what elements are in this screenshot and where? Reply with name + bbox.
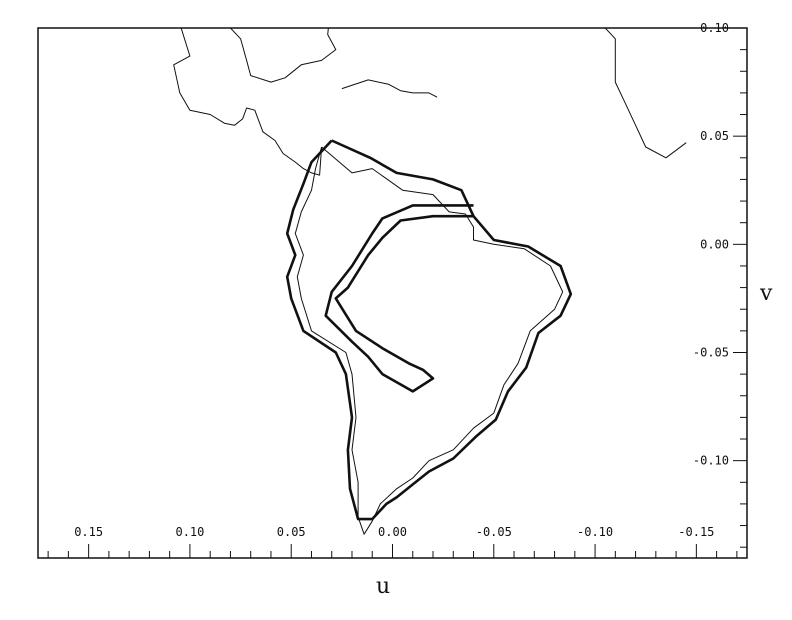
tick-marks	[47, 27, 747, 558]
x-tick-label: -0.10	[577, 525, 613, 539]
outline-thick-outer-contour	[285, 139, 573, 521]
x-tick-label: 0.15	[74, 525, 103, 539]
x-tick-label: 0.05	[277, 525, 306, 539]
map-layer	[173, 28, 687, 535]
x-tick-labels: 0.15 0.10 0.05 0.00 -0.05 -0.10 -0.15	[74, 525, 714, 539]
coastline-gulf-of-mexico-and-florida	[229, 28, 337, 83]
x-tick-label: 0.10	[175, 525, 204, 539]
x-tick-label: -0.05	[476, 525, 512, 539]
y-tick-label: -0.10	[693, 454, 729, 468]
y-tick-label: 0.10	[700, 21, 729, 35]
coastline-central-america-and-mexico	[173, 28, 323, 176]
y-tick-label: 0.00	[700, 237, 729, 251]
x-tick-label: 0.00	[378, 525, 407, 539]
y-axis-label: v	[760, 281, 773, 306]
coastline-africa	[604, 28, 687, 159]
outline-thick-inner-contour	[324, 204, 474, 393]
y-tick-label: -0.05	[693, 345, 729, 359]
x-tick-label: -0.15	[678, 525, 714, 539]
coastline-south-america	[294, 146, 564, 535]
y-tick-label: 0.05	[700, 129, 729, 143]
plot-frame	[37, 27, 748, 559]
x-axis-label: u	[376, 574, 391, 599]
coastline-caribbean-islands	[341, 79, 438, 98]
y-tick-labels: 0.10 0.05 0.00 -0.05 -0.10	[693, 21, 729, 468]
